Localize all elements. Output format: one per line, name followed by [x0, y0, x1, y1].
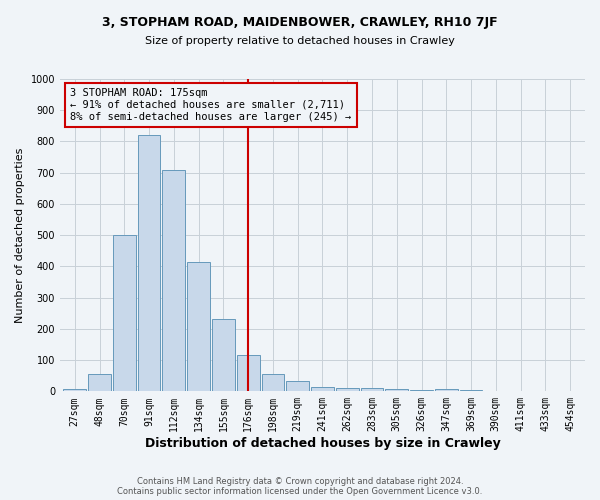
Bar — [237, 356, 260, 392]
Bar — [286, 381, 309, 392]
Bar — [137, 135, 160, 392]
Bar — [163, 170, 185, 392]
Bar — [113, 235, 136, 392]
Bar — [311, 386, 334, 392]
Bar — [88, 374, 111, 392]
Bar — [435, 389, 458, 392]
Text: Size of property relative to detached houses in Crawley: Size of property relative to detached ho… — [145, 36, 455, 46]
Bar — [460, 390, 482, 392]
Bar — [361, 388, 383, 392]
Text: Contains public sector information licensed under the Open Government Licence v3: Contains public sector information licen… — [118, 486, 482, 496]
Bar — [212, 320, 235, 392]
Bar — [64, 389, 86, 392]
X-axis label: Distribution of detached houses by size in Crawley: Distribution of detached houses by size … — [145, 437, 500, 450]
Text: 3, STOPHAM ROAD, MAIDENBOWER, CRAWLEY, RH10 7JF: 3, STOPHAM ROAD, MAIDENBOWER, CRAWLEY, R… — [102, 16, 498, 29]
Bar — [385, 389, 408, 392]
Bar — [336, 388, 359, 392]
Bar — [187, 262, 210, 392]
Y-axis label: Number of detached properties: Number of detached properties — [15, 148, 25, 323]
Bar — [410, 390, 433, 392]
Text: Contains HM Land Registry data © Crown copyright and database right 2024.: Contains HM Land Registry data © Crown c… — [137, 476, 463, 486]
Bar — [262, 374, 284, 392]
Text: 3 STOPHAM ROAD: 175sqm
← 91% of detached houses are smaller (2,711)
8% of semi-d: 3 STOPHAM ROAD: 175sqm ← 91% of detached… — [70, 88, 352, 122]
